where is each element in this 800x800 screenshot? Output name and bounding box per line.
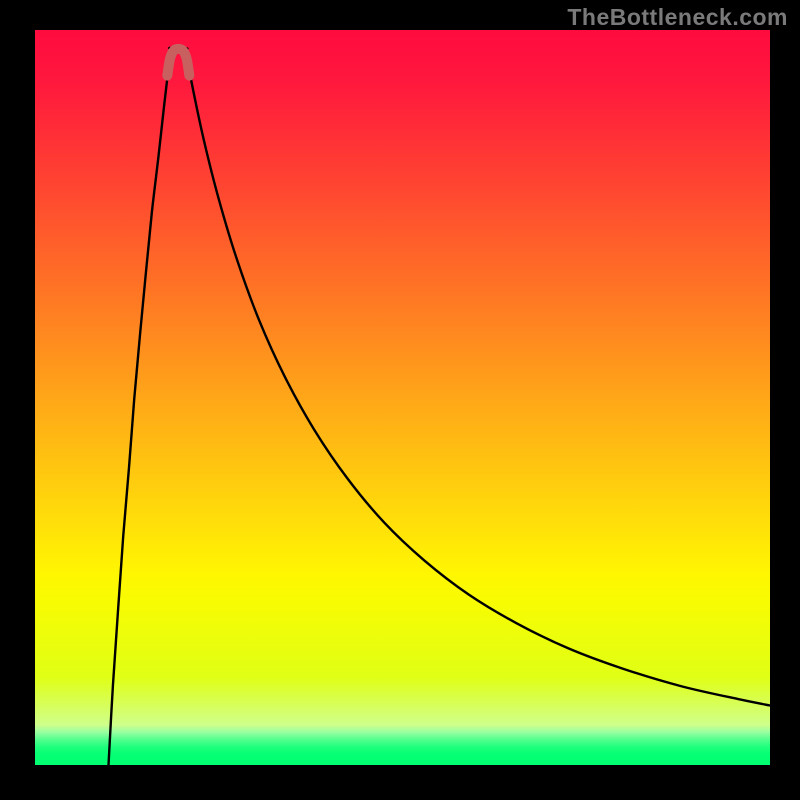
bottleneck-curve-chart [35, 30, 770, 765]
watermark-text: TheBottleneck.com [567, 4, 788, 31]
chart-root: TheBottleneck.com [0, 0, 800, 800]
plot-area [35, 30, 770, 765]
gradient-background [35, 30, 770, 765]
